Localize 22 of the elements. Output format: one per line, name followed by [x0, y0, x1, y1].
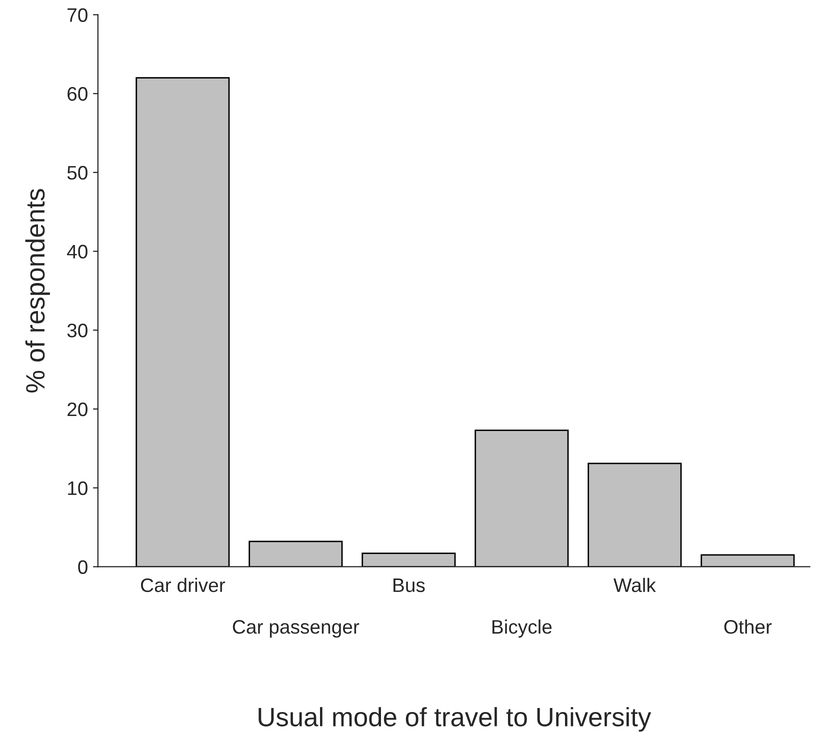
- y-tick-label: 0: [78, 560, 88, 574]
- bar: [700, 554, 795, 567]
- y-tick-label: 20: [68, 402, 88, 416]
- y-tick-label: 10: [68, 481, 88, 496]
- x-tick-label: Bicycle: [492, 620, 552, 638]
- y-axis-title: % of respondents: [25, 188, 50, 392]
- x-tick-label: Walk: [614, 578, 656, 592]
- bar: [588, 462, 682, 567]
- x-tick-label: Car driver: [141, 578, 226, 592]
- y-tick-label: 50: [67, 166, 88, 180]
- bar: [248, 540, 343, 567]
- bar: [474, 430, 569, 567]
- y-tick-label: 60: [68, 87, 88, 101]
- y-tick-label: 40: [67, 244, 88, 259]
- x-tick-label: Car passenger: [232, 620, 360, 638]
- y-tick-label: 70: [68, 8, 88, 22]
- bar: [362, 552, 456, 567]
- x-axis-title: Usual mode of travel to University: [258, 707, 652, 732]
- x-tick-label: Other: [724, 620, 772, 634]
- x-tick-label: Bus: [394, 578, 425, 592]
- bar: [136, 77, 230, 567]
- y-tick-label: 30: [67, 324, 88, 338]
